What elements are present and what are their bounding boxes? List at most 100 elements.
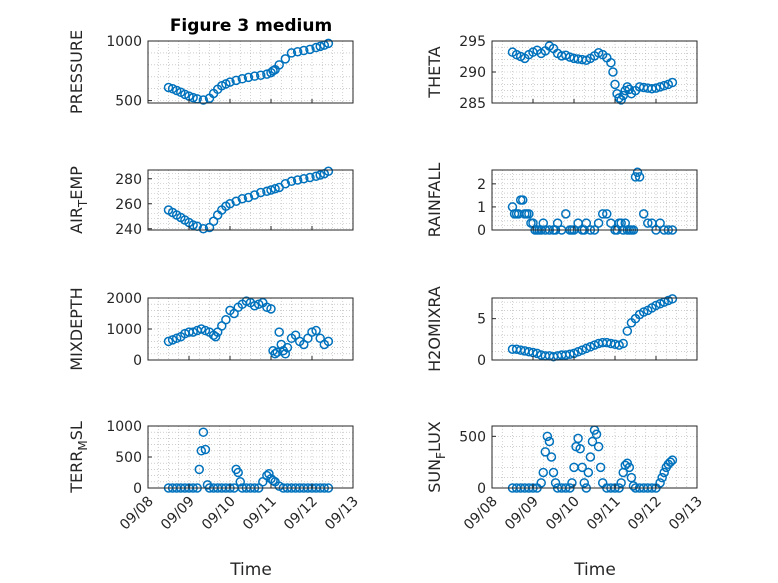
data-point [587, 436, 598, 447]
data-point [233, 467, 243, 478]
y-axis-label: SUNFLUX [425, 421, 448, 493]
subplot-air: 240 260 280 AIRTEMP [67, 166, 354, 238]
data-point [659, 467, 669, 478]
data-point [655, 478, 665, 488]
data-point [610, 79, 620, 90]
data-point [210, 332, 221, 342]
data-point [667, 455, 678, 465]
data-point [270, 184, 280, 194]
data-point [579, 478, 589, 488]
data-point [608, 67, 618, 77]
data-point [163, 82, 174, 93]
y-axis-label: TERRMSL [67, 421, 90, 494]
data-point [624, 462, 635, 473]
axes-box [491, 169, 698, 231]
y-tick-label: 295 [459, 34, 486, 50]
data-point [305, 172, 315, 183]
data-point [643, 218, 653, 228]
data-point [292, 46, 303, 57]
x-tick-label: 09/13 [666, 494, 706, 534]
y-axis-label: MIXDEPTH [67, 287, 86, 370]
y-tick-label: 500 [459, 429, 486, 445]
data-point [665, 457, 676, 467]
data-point [622, 82, 633, 92]
data-point [667, 77, 678, 88]
y-tick-label: 1000 [106, 34, 142, 50]
data-point [171, 333, 182, 344]
data-point [616, 95, 626, 105]
data-point [311, 171, 321, 181]
y-tick-label: 240 [115, 222, 142, 238]
data-point [237, 74, 248, 84]
x-axis-label-left: Time [229, 560, 272, 580]
x-tick-label: 09/12 [281, 494, 321, 534]
data-point [262, 186, 272, 196]
data-point [575, 443, 585, 454]
y-tick-label: 1 [477, 200, 486, 216]
data-point [249, 301, 260, 311]
data-point [256, 70, 266, 80]
x-tick-label: 09/10 [199, 494, 239, 534]
data-point [198, 427, 209, 437]
data-point [524, 209, 534, 219]
data-point [270, 349, 280, 359]
y-axis-label: H2OMIXRA [425, 286, 444, 372]
data-point [630, 172, 641, 182]
data-point [638, 209, 649, 219]
x-tick-label: 09/09 [502, 494, 542, 534]
data-point [536, 478, 546, 488]
data-point [323, 38, 334, 49]
data-point [591, 429, 602, 440]
figure-title: Figure 3 medium [170, 16, 332, 36]
data-point [235, 477, 245, 487]
data-point [196, 324, 207, 334]
data-point [581, 218, 592, 228]
data-point [256, 187, 266, 198]
subplot-mixdepth: 0 1000 2000 MIXDEPTH [67, 287, 354, 371]
y-tick-label: 0 [477, 223, 486, 239]
data-point [299, 174, 309, 184]
data-point [323, 336, 334, 347]
data-point [593, 441, 604, 452]
data-point [577, 462, 587, 473]
data-point [595, 462, 606, 473]
subplot-sun: 0 500 09/08 09/09 09/10 09/11 09/12 09/13 SUNFLU… [425, 421, 706, 533]
data-point [567, 478, 577, 488]
data-point [311, 325, 321, 336]
data-point [305, 44, 315, 55]
data-point [311, 42, 321, 53]
data-point [188, 327, 198, 337]
y-tick-label: 1000 [106, 419, 142, 435]
x-tick-label: 09/08 [117, 494, 157, 534]
data-point [198, 95, 209, 105]
data-point [221, 314, 231, 325]
data-point [231, 75, 241, 86]
data-point [655, 218, 665, 228]
data-point [231, 196, 241, 206]
y-tick-label: 0 [477, 353, 486, 369]
y-axis-label: THETA [425, 46, 444, 98]
data-point [266, 304, 276, 314]
data-point [544, 436, 555, 447]
y-tick-label: 260 [115, 197, 142, 213]
data-point [249, 190, 260, 200]
data-point [274, 327, 284, 337]
data-point [561, 209, 571, 219]
y-tick-label: 0 [133, 353, 142, 369]
data-point [299, 45, 309, 56]
x-tick-label: 09/11 [240, 494, 280, 534]
data-point [241, 296, 252, 306]
data-point [622, 326, 633, 336]
y-tick-label: 285 [459, 96, 486, 112]
data-point [540, 447, 551, 457]
data-point [262, 302, 272, 313]
data-point [225, 199, 235, 209]
y-tick-label: 290 [459, 65, 486, 81]
y-axis-label: RAINFALL [425, 163, 444, 238]
data-point [550, 478, 561, 488]
x-tick-label: 09/12 [625, 494, 665, 534]
data-point [188, 92, 198, 103]
data-point [628, 481, 639, 491]
data-point [280, 54, 291, 64]
